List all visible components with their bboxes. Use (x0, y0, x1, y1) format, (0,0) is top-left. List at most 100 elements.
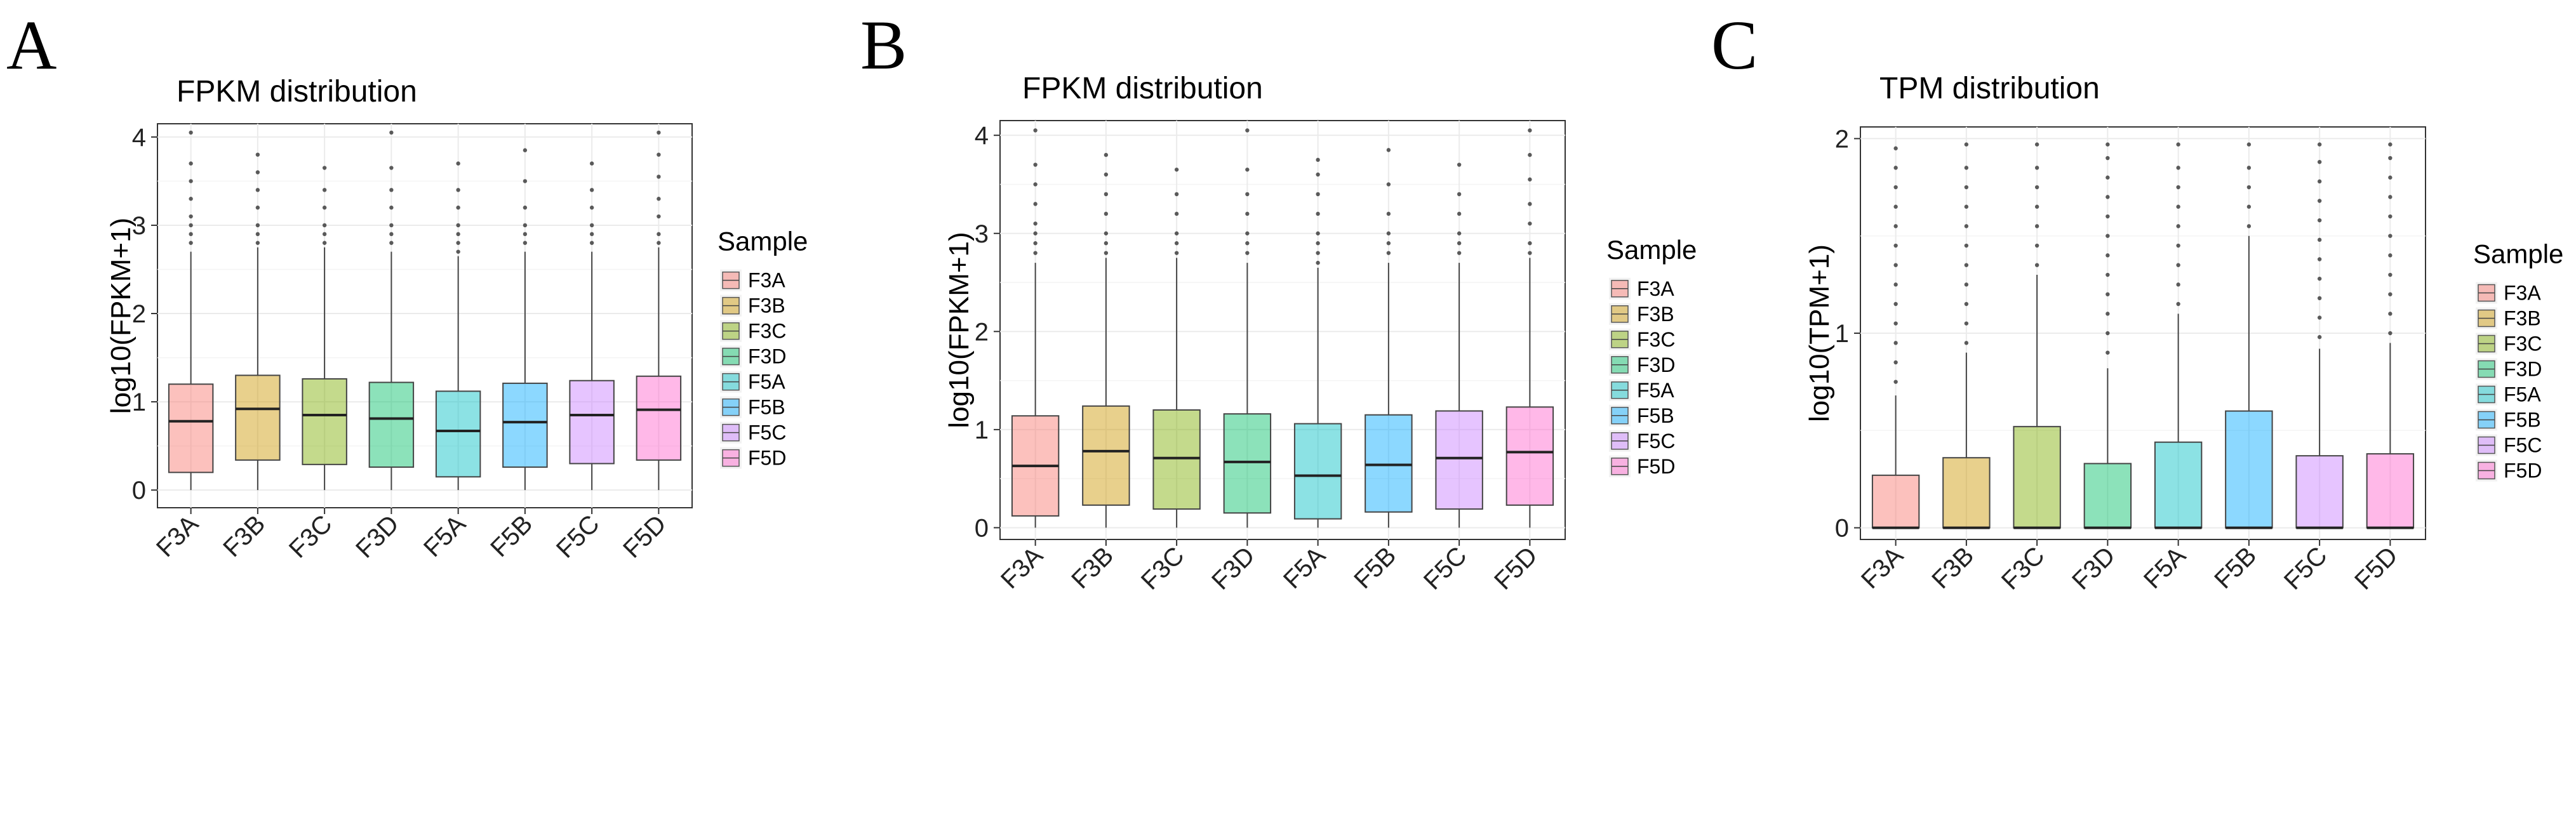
box-f5b (1365, 148, 1413, 528)
outlier-point (1893, 243, 1898, 248)
outlier-point (255, 205, 260, 210)
outlier-point (389, 188, 394, 192)
legend-key-f3c: F3C (1609, 328, 1675, 351)
outlier-point (589, 161, 594, 166)
outlier-point (456, 223, 460, 228)
legend-key-f5c: F5C (720, 421, 786, 444)
x-tick-label: F5D (1489, 541, 1543, 595)
box-iqr (2366, 453, 2415, 529)
plot-area (999, 120, 1566, 540)
legend-label: F3A (748, 269, 785, 292)
y-tick-label: 0 (1835, 515, 1849, 543)
legend-title: Sample (1606, 235, 1697, 265)
legend-label: F5A (1637, 379, 1674, 402)
legend-key-f3b: F3B (1609, 303, 1674, 326)
box-f5c (1435, 162, 1483, 528)
outlier-point (2106, 350, 2110, 355)
box-iqr (302, 378, 347, 465)
outlier-point (1386, 148, 1391, 152)
outlier-point (1893, 282, 1898, 287)
y-tick-label: 3 (975, 220, 989, 248)
box-iqr (636, 375, 682, 461)
outlier-point (255, 223, 260, 228)
outlier-point (456, 232, 460, 237)
outlier-point (255, 170, 260, 175)
box-iqr (1152, 409, 1201, 510)
box-iqr (168, 383, 214, 473)
outlier-point (1893, 263, 1898, 267)
outlier-point (1893, 204, 1898, 209)
outlier-point (1528, 202, 1532, 206)
box-f5a (2154, 142, 2203, 529)
y-tick-label: 2 (1835, 125, 1849, 153)
outlier-point (2106, 292, 2110, 296)
outlier-point (189, 241, 193, 245)
box-iqr (2154, 441, 2203, 529)
outlier-point (1104, 152, 1109, 157)
legend-label: F5D (748, 447, 786, 470)
box-iqr (569, 380, 615, 465)
legend-key-f3a: F3A (720, 269, 785, 292)
outlier-point (2106, 272, 2110, 277)
x-tick-label: F5B (1349, 541, 1401, 594)
box-f3b (1082, 152, 1130, 528)
legend-label: F3D (748, 345, 786, 368)
y-tick-label: 4 (975, 122, 989, 150)
outlier-point (1893, 341, 1898, 345)
outlier-point (1316, 251, 1320, 255)
panel-letter: C (1711, 6, 1758, 84)
outlier-point (1174, 192, 1179, 197)
outlier-point (523, 179, 528, 183)
outlier-point (2106, 195, 2110, 199)
outlier-point (2106, 214, 2110, 219)
legend-label: F3B (748, 294, 785, 317)
x-tick-label: F3D (350, 510, 404, 564)
legend-label: F5A (748, 371, 785, 393)
box-f3a (1871, 146, 1920, 529)
box-iqr (1293, 423, 1342, 520)
outlier-point (255, 241, 260, 245)
x-tick-label: F3B (1066, 541, 1119, 594)
box-iqr (2225, 410, 2273, 529)
outlier-point (1386, 241, 1391, 246)
legend-label: F3B (1637, 303, 1674, 326)
outlier-point (2034, 224, 2039, 228)
outlier-point (189, 214, 193, 219)
outlier-point (2388, 142, 2392, 147)
chart-title: FPKM distribution (1022, 72, 1263, 105)
legend-key-f5b: F5B (1609, 404, 1674, 427)
outlier-point (1245, 251, 1250, 255)
legend-key-f3d: F3D (720, 345, 786, 368)
box-f3d (368, 130, 415, 491)
outlier-point (2246, 204, 2252, 209)
outlier-point (2176, 263, 2180, 267)
box-iqr (1365, 414, 1413, 513)
outlier-point (2176, 204, 2180, 209)
outlier-point (523, 232, 528, 237)
outlier-point (1104, 211, 1109, 216)
box-iqr (2013, 426, 2061, 529)
x-tick-label: F3C (284, 510, 338, 564)
outlier-point (322, 188, 327, 192)
box-iqr (1942, 457, 1991, 529)
legend-key-f5a: F5A (2476, 383, 2541, 406)
outlier-point (456, 188, 460, 192)
x-tick-label: F3C (1136, 541, 1190, 595)
box-f5d (2366, 142, 2415, 529)
outlier-point (657, 152, 661, 157)
y-tick-label: 2 (975, 318, 989, 346)
y-tick-label: 1 (975, 416, 989, 444)
x-tick-label: F3A (151, 510, 204, 562)
outlier-point (1964, 321, 1969, 326)
outlier-point (1033, 128, 1038, 133)
legend-key-f3d: F3D (2476, 358, 2542, 381)
outlier-point (2106, 312, 2110, 316)
box-f5a (435, 161, 481, 491)
outlier-point (1964, 224, 1969, 228)
outlier-point (1316, 192, 1320, 197)
outlier-point (2246, 166, 2252, 170)
